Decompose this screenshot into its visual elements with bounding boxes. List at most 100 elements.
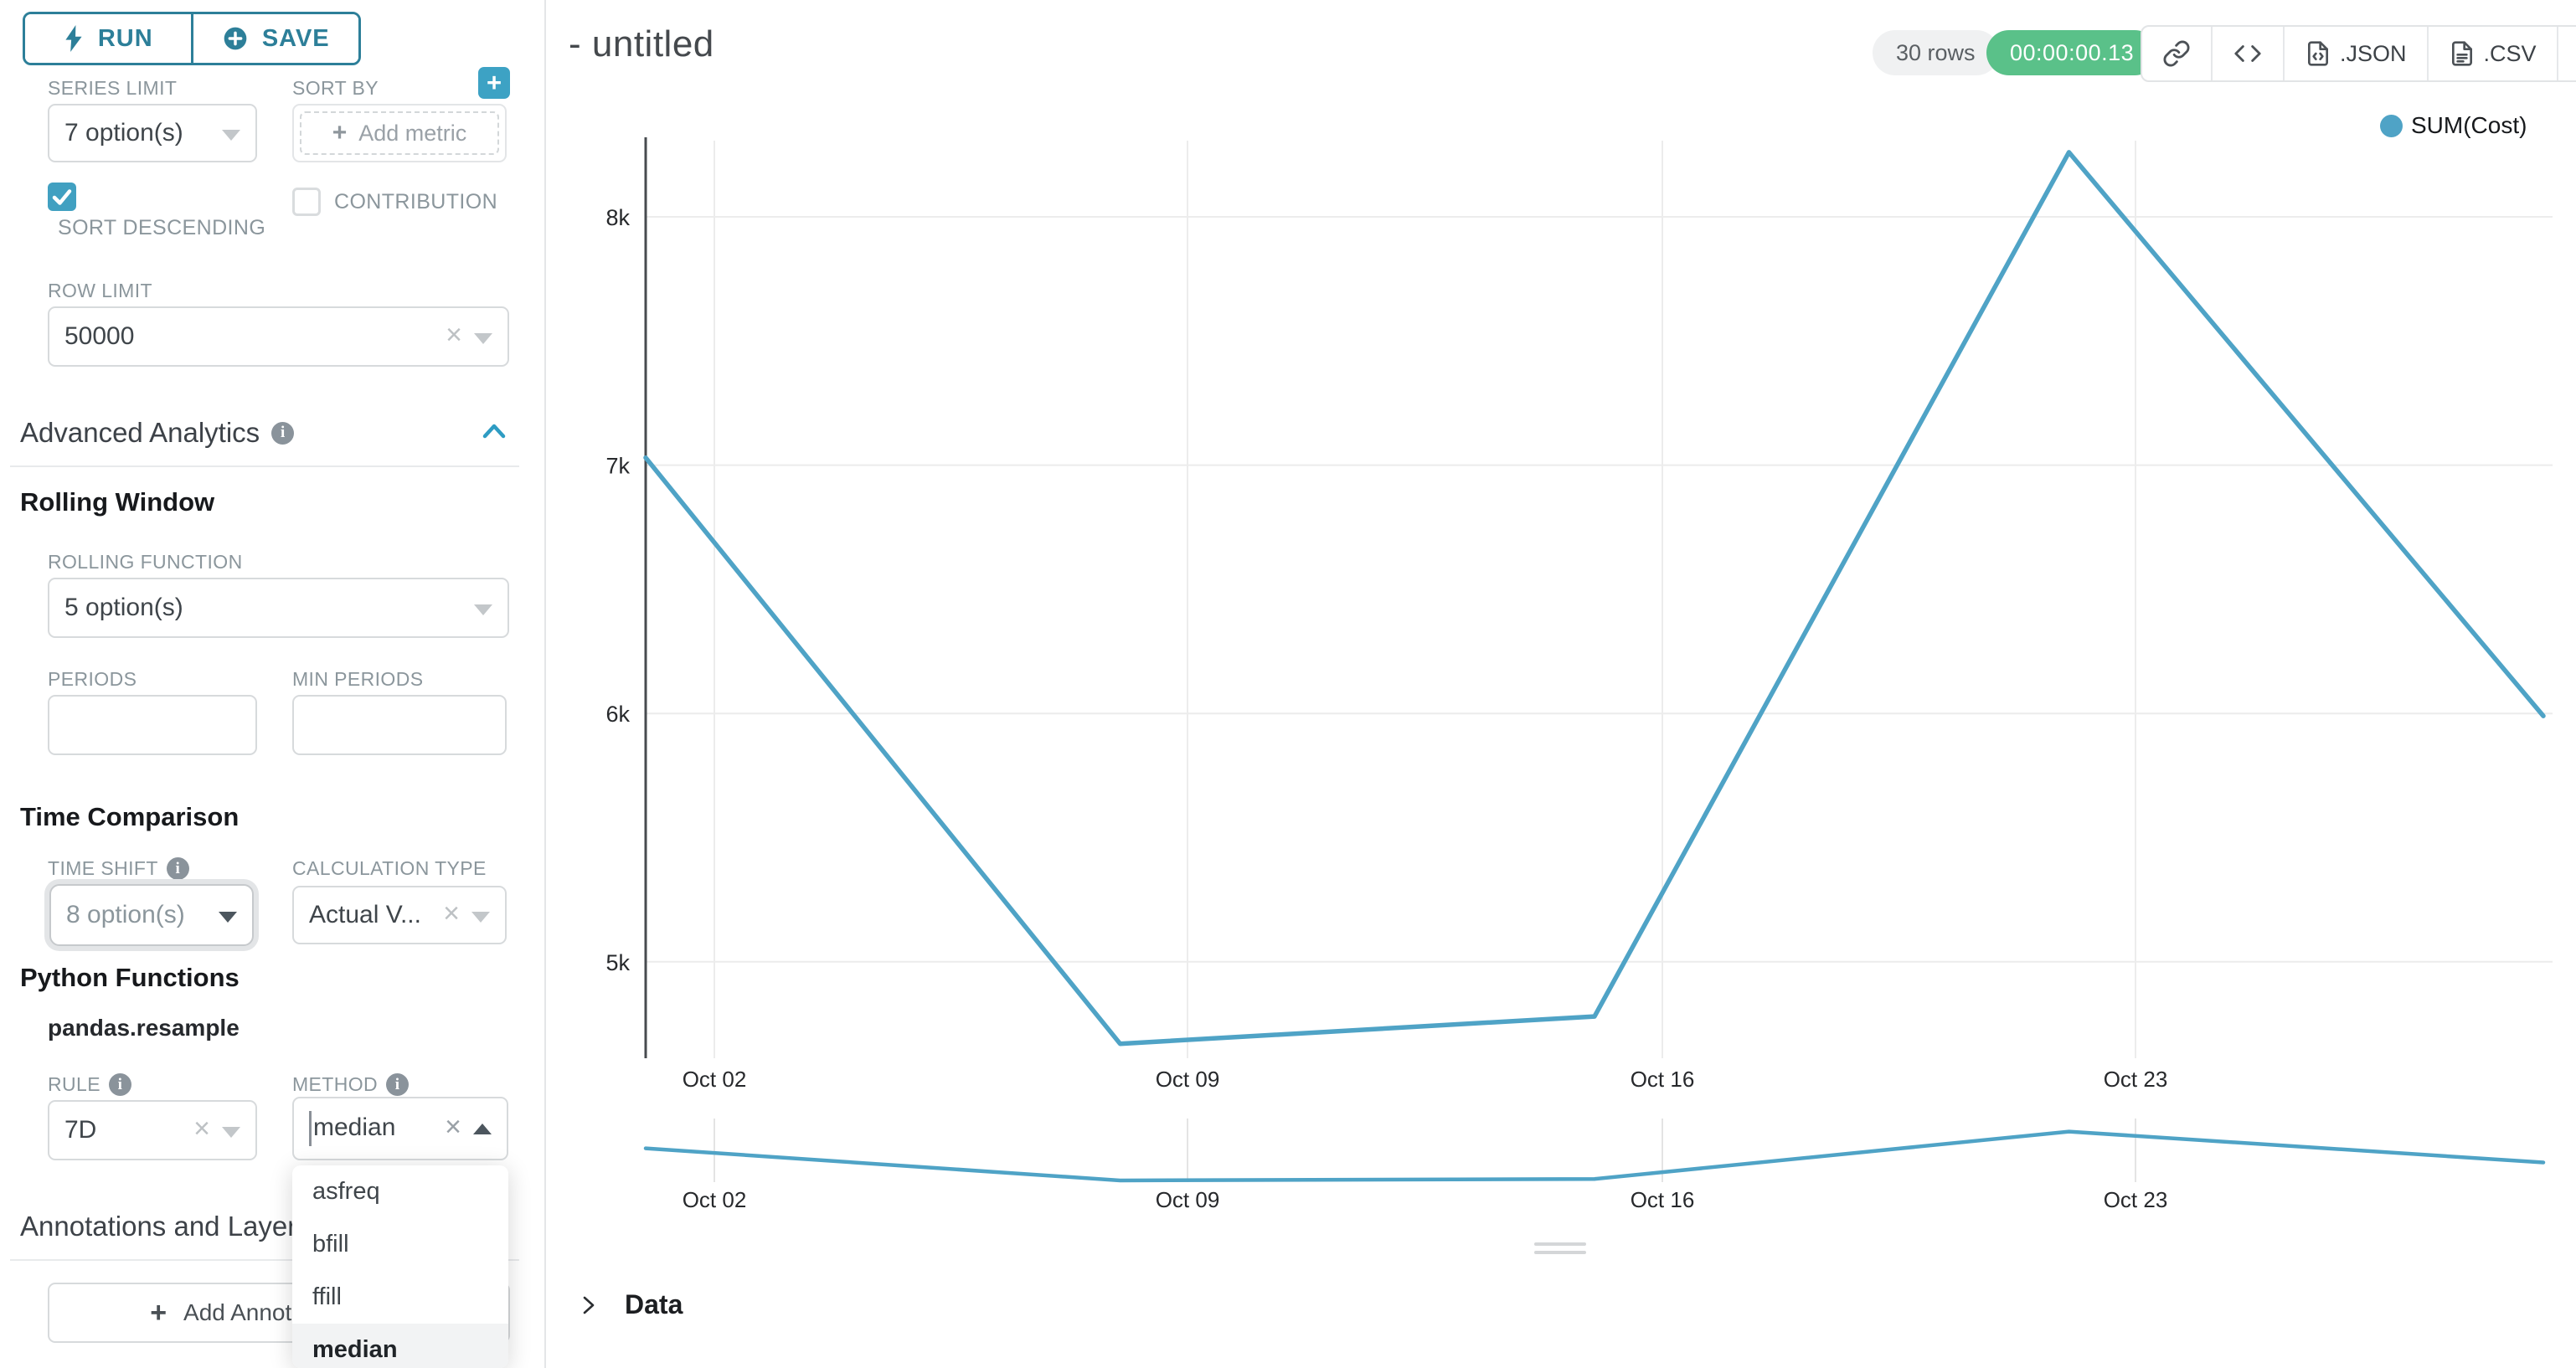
run-button-label: RUN [97,24,153,52]
copy-link-button[interactable] [2142,27,2211,80]
embed-code-button[interactable] [2211,27,2283,80]
save-button[interactable]: SAVE [190,14,358,63]
time-shift-select[interactable]: 8 option(s) [49,884,254,946]
python-functions-title: Python Functions [20,963,240,992]
info-icon: i [386,1073,410,1096]
clear-icon[interactable]: × [443,897,460,929]
export-json-label: .JSON [2340,40,2407,66]
lightning-icon [65,25,82,52]
method-combobox[interactable]: median × [292,1097,508,1160]
clear-icon[interactable]: × [446,319,462,351]
info-icon: i [108,1073,131,1096]
row-limit-select[interactable]: 50000 × [48,306,509,367]
chevron-down-icon [471,911,490,923]
chart-title[interactable]: - untitled [569,23,714,64]
run-save-button-group: RUN SAVE [23,12,361,65]
chart-menu-button[interactable] [2556,27,2576,80]
periods-input[interactable] [48,695,257,755]
pandas-resample-label: pandas.resample [48,1015,240,1041]
sort-descending-control[interactable]: SORT DESCENDING [48,183,274,244]
clear-icon[interactable]: × [445,1111,461,1143]
chevron-down-icon [474,604,492,615]
rule-select[interactable]: 7D × [48,1100,257,1160]
time-comparison-title: Time Comparison [20,802,240,831]
chevron-down-icon [219,911,237,923]
method-dropdown-option[interactable]: asfreq [312,1178,380,1205]
rule-value: 7D [64,1116,97,1144]
brush-x-tick-label: Oct 09 [1156,1187,1220,1212]
y-axis-tick-label: 5k [605,950,630,975]
brush-x-tick-label: Oct 16 [1631,1187,1695,1212]
export-csv-button[interactable]: .CSV [2426,27,2557,80]
plus-circle-icon [224,27,247,50]
chevron-up-icon[interactable] [482,422,507,440]
advanced-analytics-header[interactable]: Advanced Analytics i [20,417,295,449]
method-dropdown-option[interactable]: median [292,1324,508,1368]
x-axis-tick-label: Oct 23 [2104,1067,2168,1092]
calculation-type-select[interactable]: Actual V... × [292,886,507,944]
min-periods-label: MIN PERIODS [292,668,424,690]
row-limit-label: ROW LIMIT [48,280,152,301]
chevron-up-icon [473,1123,492,1134]
resize-handle[interactable] [1534,1242,1586,1254]
code-icon [2234,45,2261,62]
rule-label: RULE i [48,1073,131,1096]
info-icon: i [271,421,295,445]
file-csv-icon [2451,41,2472,66]
chevron-down-icon [474,332,492,344]
export-json-button[interactable]: .JSON [2283,27,2427,80]
periods-label: PERIODS [48,668,137,690]
rolling-function-label: ROLLING FUNCTION [48,551,243,573]
add-metric-placeholder: Add metric [358,120,467,146]
y-axis-tick-label: 8k [605,205,630,230]
series-limit-label: SERIES LIMIT [48,77,178,99]
series-line-sum-cost [643,150,2546,1047]
brush-chart[interactable]: Oct 02 Oct 09 Oct 16 Oct 23 [643,1119,2546,1212]
sort-descending-label: SORT DESCENDING [58,216,266,239]
chevron-right-icon [583,1296,595,1314]
method-dropdown-option[interactable]: ffill [312,1283,342,1310]
method-dropdown-menu: asfreq bfill ffill median [292,1165,508,1368]
method-dropdown-option[interactable]: bfill [312,1231,349,1257]
y-axis-tick-label: 6k [605,702,630,727]
row-limit-value: 50000 [64,322,135,350]
query-timer-badge: 00:00:00.13 [1986,30,2158,75]
sort-by-dropzone[interactable]: + Add metric [292,104,507,162]
advanced-analytics-title: Advanced Analytics [20,417,260,448]
chart-legend[interactable]: SUM(Cost) [2380,112,2527,139]
time-shift-label: TIME SHIFT i [48,857,189,880]
export-toolbar: .JSON .CSV [2141,25,2576,82]
panel-divider[interactable] [544,0,546,1368]
legend-series-label: SUM(Cost) [2411,112,2527,138]
plus-icon: + [332,119,348,147]
link-icon [2163,40,2190,67]
y-axis-tick-label: 7k [605,454,630,479]
rolling-function-select[interactable]: 5 option(s) [48,578,509,638]
run-button[interactable]: RUN [25,14,191,63]
gridlines [646,141,2553,1058]
series-limit-select[interactable]: 7 option(s) [48,104,257,162]
add-metric-plus-button[interactable]: + [478,67,510,99]
legend-series-dot [2380,114,2403,137]
contribution-label: CONTRIBUTION [334,189,498,213]
rolling-function-value: 5 option(s) [64,594,183,621]
contribution-control[interactable]: CONTRIBUTION [292,188,497,216]
x-axis-tick-label: Oct 09 [1156,1067,1220,1092]
series-limit-value: 7 option(s) [64,119,183,147]
sort-by-label: SORT BY [292,77,379,99]
export-csv-label: .CSV [2483,40,2537,66]
sort-descending-checkbox[interactable] [48,183,76,211]
info-icon: i [166,857,189,880]
method-value: median [313,1113,396,1141]
plus-icon: + [150,1297,167,1329]
data-panel-toggle[interactable]: Data [580,1289,683,1320]
chevron-down-icon [222,1126,240,1138]
row-count-badge: 30 rows [1873,30,1999,75]
clear-icon[interactable]: × [193,1113,210,1144]
min-periods-input[interactable] [292,695,507,755]
contribution-checkbox[interactable] [292,188,321,216]
x-axis-tick-label: Oct 16 [1631,1067,1695,1092]
chevron-down-icon [222,129,240,141]
data-panel-label: Data [625,1289,683,1319]
